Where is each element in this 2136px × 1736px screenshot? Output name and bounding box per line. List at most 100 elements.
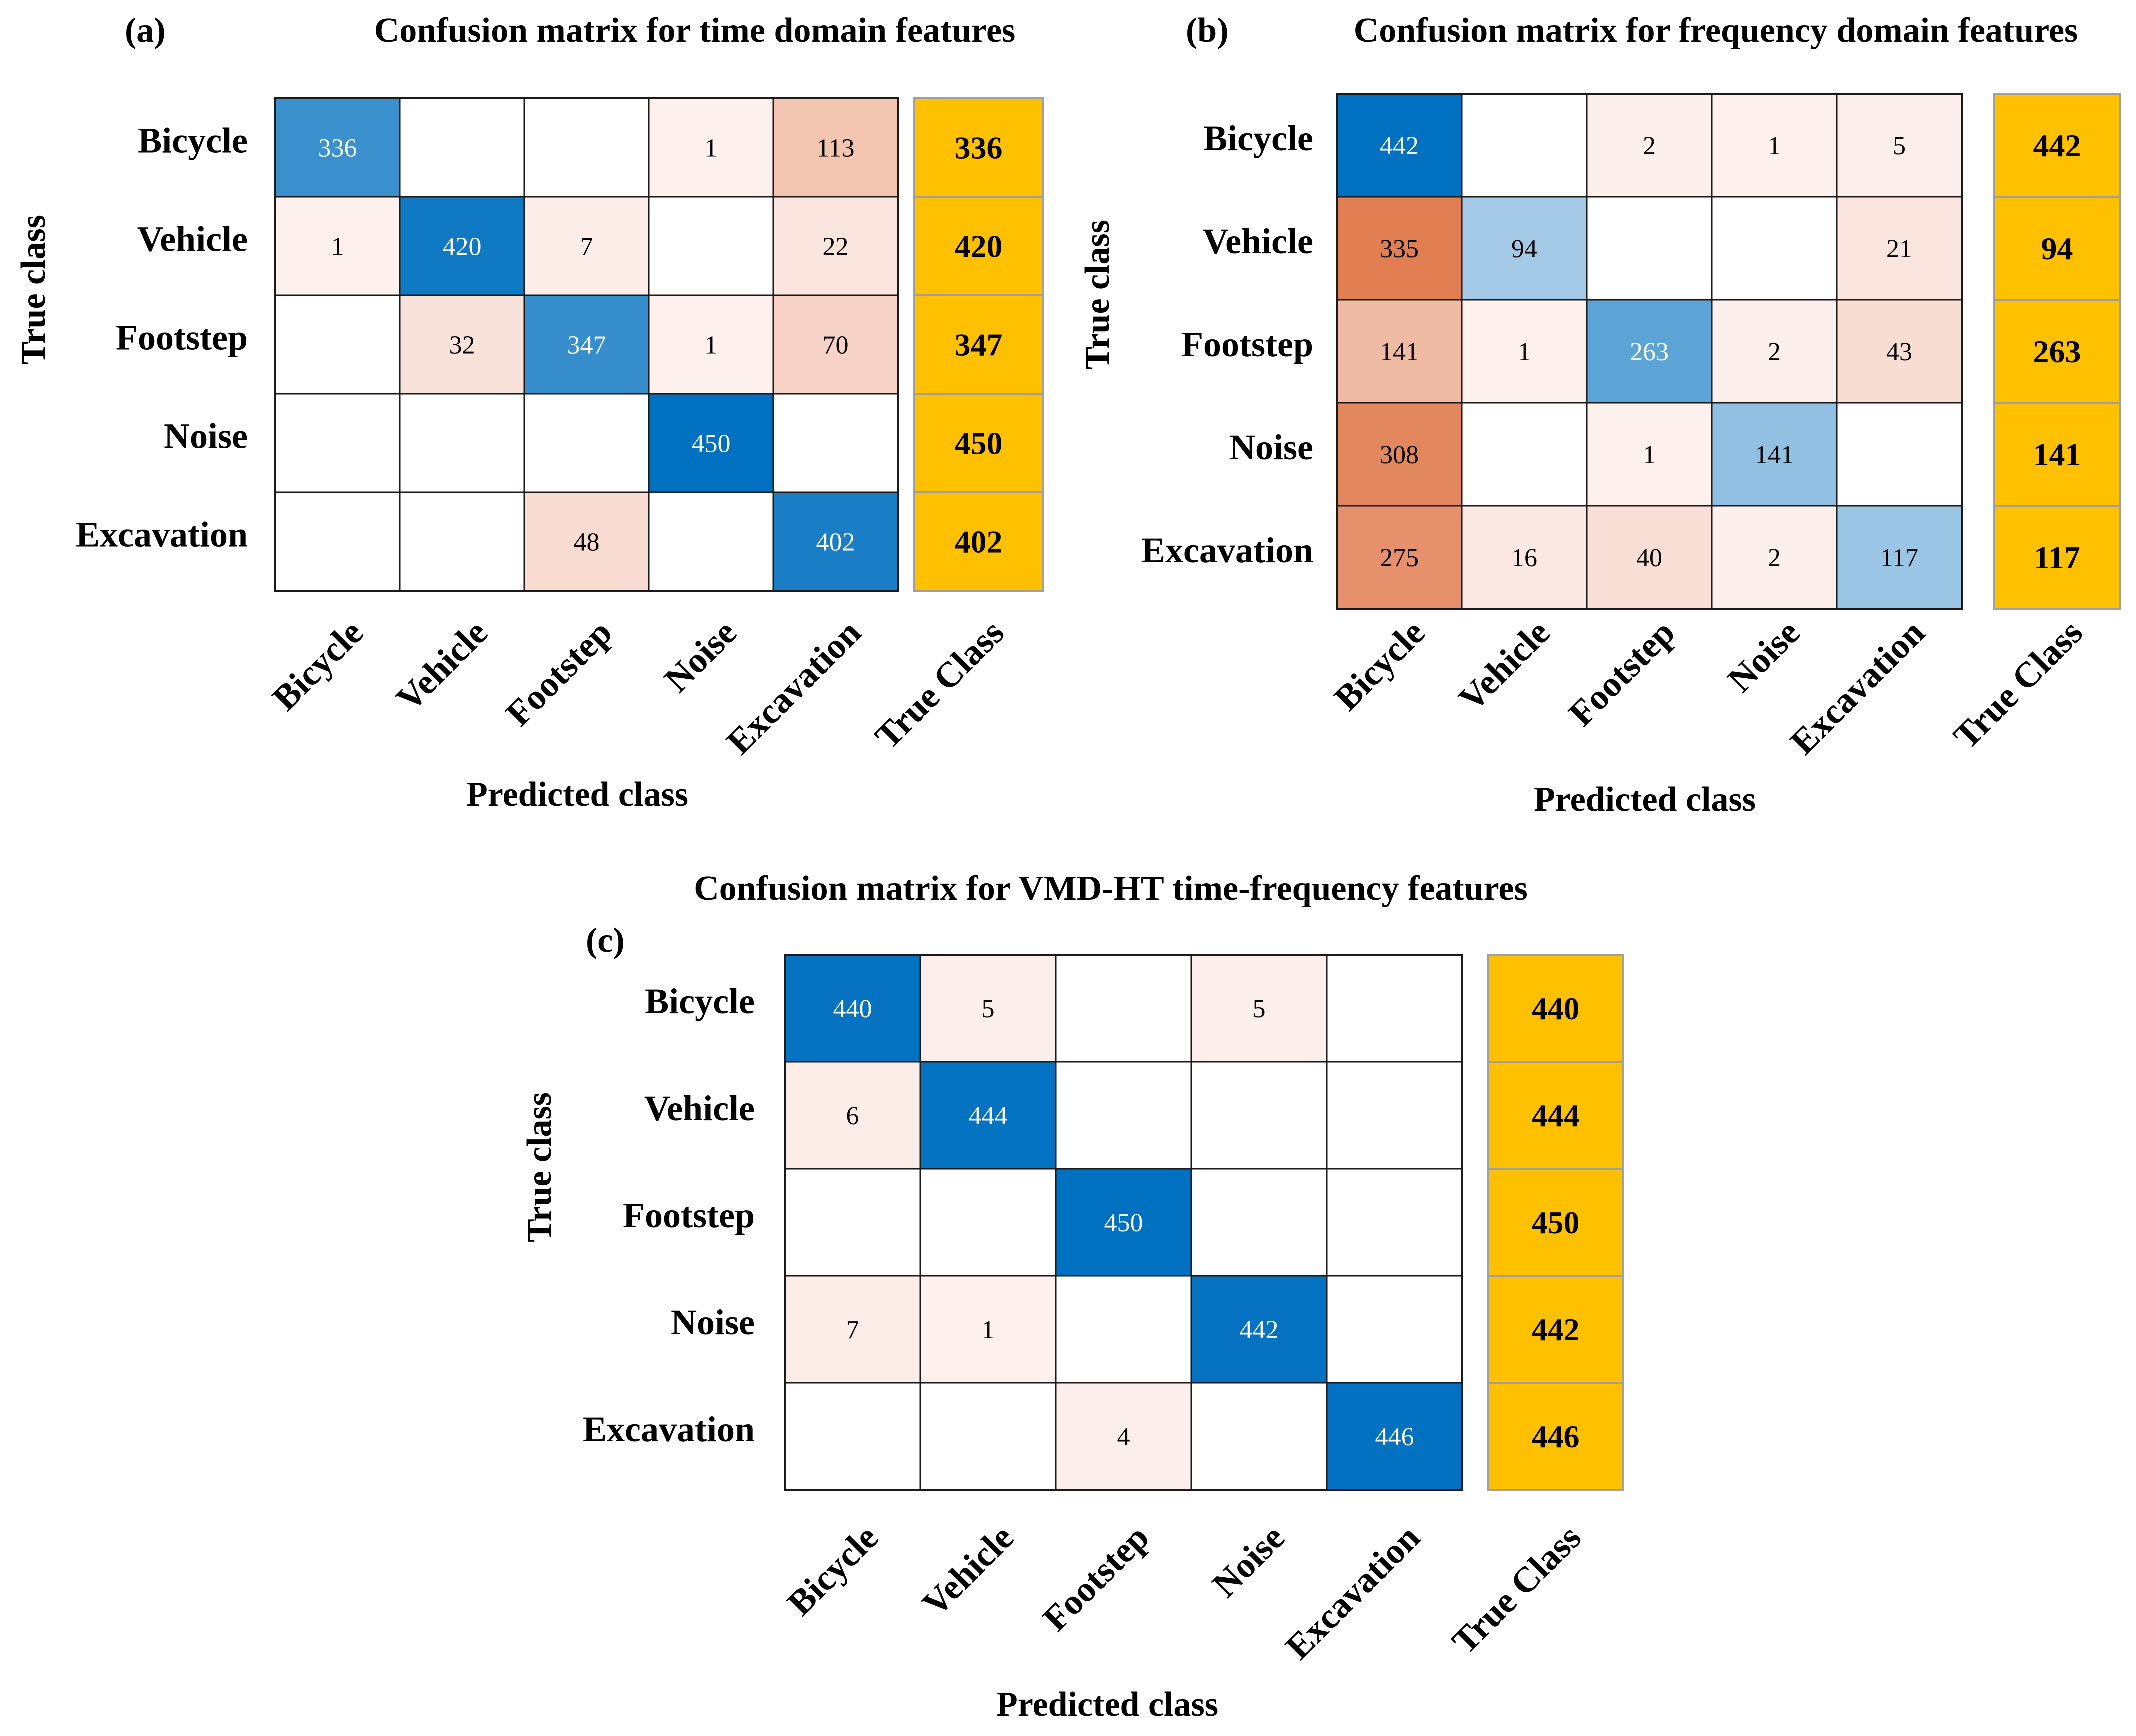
total-value-noise: 141 <box>2034 437 2082 472</box>
row-label-excavation: Excavation <box>76 515 248 555</box>
cell-footstep-excavation <box>1326 1168 1464 1277</box>
cell-excavation-excavation <box>1326 1382 1464 1491</box>
cell-noise-excavation <box>1326 1275 1464 1384</box>
total-value-bicycle: 442 <box>2034 128 2082 163</box>
row-label-vehicle: Vehicle <box>1203 221 1314 261</box>
row-label-bicycle: Bicycle <box>138 121 248 161</box>
cell-value-bicycle-footstep: 2 <box>1643 132 1656 160</box>
panel-a: (a) Confusion matrix for time domain fea… <box>14 11 1044 814</box>
cell-noise-excavation <box>1836 402 1963 507</box>
matrix-frame <box>784 954 1464 1491</box>
cell-value-excavation-excavation: 117 <box>1880 544 1918 572</box>
cell-value-bicycle-bicycle: 440 <box>834 995 872 1023</box>
cell-excavation-noise <box>1190 1382 1328 1491</box>
total-cell-bicycle <box>1993 93 2122 198</box>
cell-excavation-bicycle <box>274 491 401 592</box>
cell-vehicle-noise <box>1711 196 1838 301</box>
panel-b-letter: (b) <box>1186 11 1229 50</box>
col-label-bicycle: Bicycle <box>780 1517 886 1623</box>
row-label-bicycle: Bicycle <box>1204 118 1314 158</box>
row-label-vehicle: Vehicle <box>644 1088 755 1128</box>
cell-footstep-excavation <box>1836 299 1963 404</box>
cell-value-footstep-noise: 2 <box>1768 338 1781 366</box>
cell-excavation-noise <box>648 491 774 592</box>
panel-c-title: Confusion matrix for VMD-HT time-frequen… <box>694 869 1528 908</box>
cell-value-noise-bicycle: 308 <box>1380 441 1419 469</box>
cell-value-excavation-excavation: 402 <box>816 528 856 557</box>
total-cell-vehicle <box>914 196 1044 296</box>
cell-noise-footstep <box>524 393 650 493</box>
col-label-true-class: True Class <box>868 612 1012 757</box>
cell-value-vehicle-vehicle: 444 <box>969 1102 1008 1130</box>
cell-value-footstep-bicycle: 141 <box>1380 338 1419 366</box>
cell-vehicle-noise <box>1190 1061 1328 1170</box>
cell-vehicle-bicycle <box>784 1061 922 1170</box>
cell-vehicle-footstep <box>524 196 650 296</box>
cell-bicycle-noise <box>1190 954 1328 1063</box>
cell-value-footstep-footstep: 347 <box>568 331 606 360</box>
cell-value-bicycle-noise: 5 <box>1253 995 1266 1023</box>
col-label-footstep: Footstep <box>1561 612 1682 734</box>
total-cell-bicycle <box>1487 954 1624 1063</box>
col-label-excavation: Excavation <box>1782 612 1932 762</box>
cell-excavation-bicycle <box>784 1382 922 1491</box>
total-cell-noise <box>1993 402 2122 507</box>
col-label-true-class: True Class <box>1946 612 2090 757</box>
cell-vehicle-vehicle <box>399 196 526 296</box>
panel-a-totals: 336 420 347 450 402 <box>914 97 1044 592</box>
panel-b-xlabel: Predicted class <box>1534 780 1756 819</box>
total-cell-footstep <box>1993 299 2122 404</box>
cell-noise-excavation <box>772 393 899 493</box>
cell-footstep-noise <box>648 294 774 395</box>
cell-value-vehicle-vehicle: 94 <box>1512 235 1538 263</box>
cell-value-bicycle-noise: 1 <box>705 134 718 163</box>
row-label-noise: Noise <box>671 1302 755 1342</box>
total-cell-bicycle <box>914 97 1044 198</box>
total-value-noise: 442 <box>1532 1312 1580 1347</box>
cell-value-noise-noise: 141 <box>1755 441 1794 469</box>
cell-value-excavation-vehicle: 16 <box>1512 544 1538 572</box>
total-value-bicycle: 440 <box>1532 991 1580 1026</box>
cell-value-footstep-vehicle: 1 <box>1518 338 1531 366</box>
cell-excavation-footstep <box>524 491 650 592</box>
total-value-bicycle: 336 <box>955 130 1003 166</box>
cell-footstep-vehicle <box>920 1168 1057 1277</box>
cell-value-noise-footstep: 1 <box>1643 441 1656 469</box>
cell-excavation-excavation <box>1836 505 1963 610</box>
col-label-footstep: Footstep <box>498 612 620 734</box>
panel-c-totals: 440 444 450 442 446 <box>1487 954 1624 1491</box>
col-label-vehicle: Vehicle <box>915 1517 1022 1624</box>
cell-noise-bicycle <box>1336 402 1463 507</box>
col-label-noise: Noise <box>656 612 744 700</box>
panel-c-row-labels: Bicycle Vehicle Footstep Noise Excavation <box>583 981 755 1449</box>
cell-vehicle-noise <box>648 196 774 296</box>
panel-a-cells: 336 1 113 1 420 7 22 32 347 1 70 450 48 402 <box>274 97 899 592</box>
row-label-footstep: Footstep <box>1182 324 1314 364</box>
panel-a-ylabel: True class <box>14 215 53 365</box>
cell-value-vehicle-bicycle: 335 <box>1380 235 1419 263</box>
cell-footstep-vehicle <box>399 294 526 395</box>
matrix-frame <box>274 97 899 592</box>
cell-value-footstep-footstep: 263 <box>1630 338 1669 366</box>
cell-value-noise-noise: 442 <box>1240 1316 1279 1344</box>
col-label-noise: Noise <box>1720 612 1808 700</box>
col-label-vehicle: Vehicle <box>389 612 496 719</box>
row-label-excavation: Excavation <box>1142 530 1314 570</box>
panel-b-title: Confusion matrix for frequency domain fe… <box>1354 11 2078 50</box>
cell-bicycle-excavation <box>1836 93 1963 198</box>
row-label-noise: Noise <box>164 416 248 456</box>
total-cell-noise <box>914 393 1044 493</box>
col-label-footstep: Footstep <box>1036 1517 1157 1639</box>
cell-value-vehicle-excavation: 22 <box>823 233 849 261</box>
matrix-frame <box>1336 93 1963 610</box>
panel-a-col-labels: Bicycle Vehicle Footstep NoiseExcavationTru… <box>265 612 1012 762</box>
total-value-footstep: 450 <box>1532 1205 1580 1240</box>
cell-value-excavation-footstep: 48 <box>574 528 600 557</box>
cell-value-bicycle-bicycle: 442 <box>1380 132 1419 160</box>
total-cell-footstep <box>1487 1168 1624 1277</box>
cell-noise-vehicle <box>1461 402 1588 507</box>
total-value-excavation: 446 <box>1532 1419 1580 1454</box>
total-value-footstep: 347 <box>955 327 1003 363</box>
cell-noise-bicycle <box>784 1275 922 1384</box>
